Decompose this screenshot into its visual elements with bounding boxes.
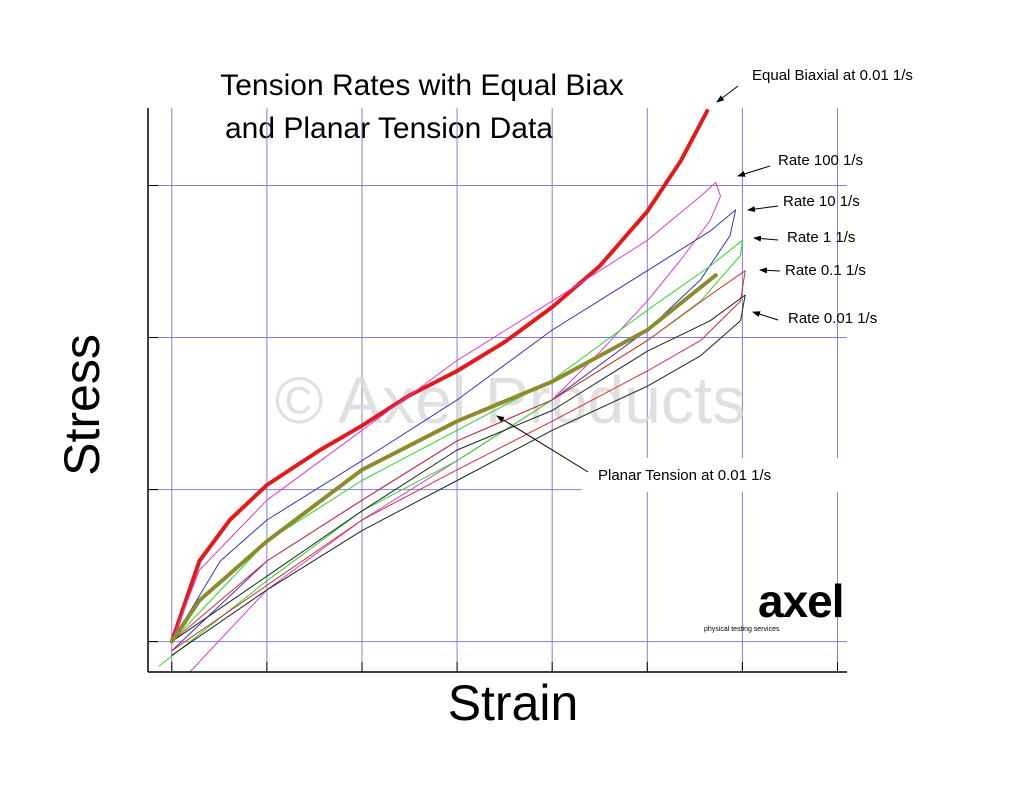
annotation-arrow [759, 267, 781, 274]
annotation-arrow [747, 205, 779, 213]
annotation-arrow [752, 311, 779, 321]
annotation-arrow [753, 235, 779, 242]
annotation: Equal Biaxial at 0.01 1/s [752, 67, 913, 84]
chart-title: and Planar Tension Data [225, 112, 553, 145]
annotation: Rate 0.01 1/s [788, 310, 877, 327]
chart-title: Tension Rates with Equal Biax [220, 69, 624, 102]
annotation-arrow [716, 85, 739, 103]
series-line [171, 270, 746, 652]
annotation-arrow [496, 415, 589, 473]
annotation: Rate 1 1/s [787, 229, 855, 246]
annotation: Planar Tension at 0.01 1/s [598, 467, 771, 484]
series-line [158, 239, 743, 667]
annotation-arrow [737, 165, 771, 177]
logo: axel [758, 575, 844, 627]
annotation: Rate 100 1/s [778, 152, 863, 169]
series-line [169, 273, 718, 644]
y-axis-label: Stress [54, 334, 110, 476]
x-axis-label: Strain [448, 675, 579, 731]
logo-tagline: physical testing services [704, 626, 780, 633]
annotation: Rate 10 1/s [783, 193, 860, 210]
annotation-bg [582, 458, 850, 492]
series-line [169, 109, 710, 644]
annotation: Rate 0.1 1/s [785, 262, 866, 279]
series-line [171, 294, 746, 656]
